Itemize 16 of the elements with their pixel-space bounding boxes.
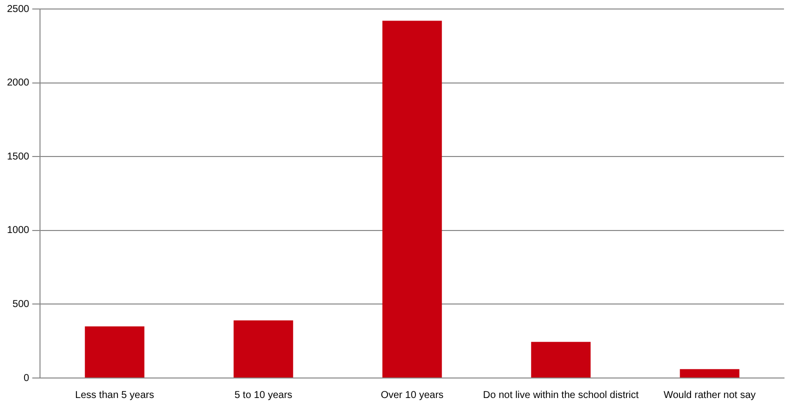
x-tick-label: Do not live within the school district [483, 390, 639, 401]
y-tick-label: 1000 [6, 225, 30, 236]
y-tick-label: 2000 [6, 78, 30, 89]
y-tick-label: 1500 [6, 151, 30, 162]
x-tick-label: 5 to 10 years [234, 390, 292, 401]
x-tick-label: Over 10 years [380, 390, 444, 401]
x-tick-label: Would rather not say [664, 390, 756, 401]
bar [531, 342, 591, 378]
y-tick-label: 500 [12, 298, 30, 310]
bar [680, 369, 740, 378]
bar [84, 326, 144, 378]
x-tick-label: Less than 5 years [75, 390, 154, 401]
bar [234, 320, 294, 378]
y-tick-label: 0 [24, 372, 30, 384]
bar [382, 20, 442, 378]
y-tick-label: 2500 [6, 4, 30, 15]
